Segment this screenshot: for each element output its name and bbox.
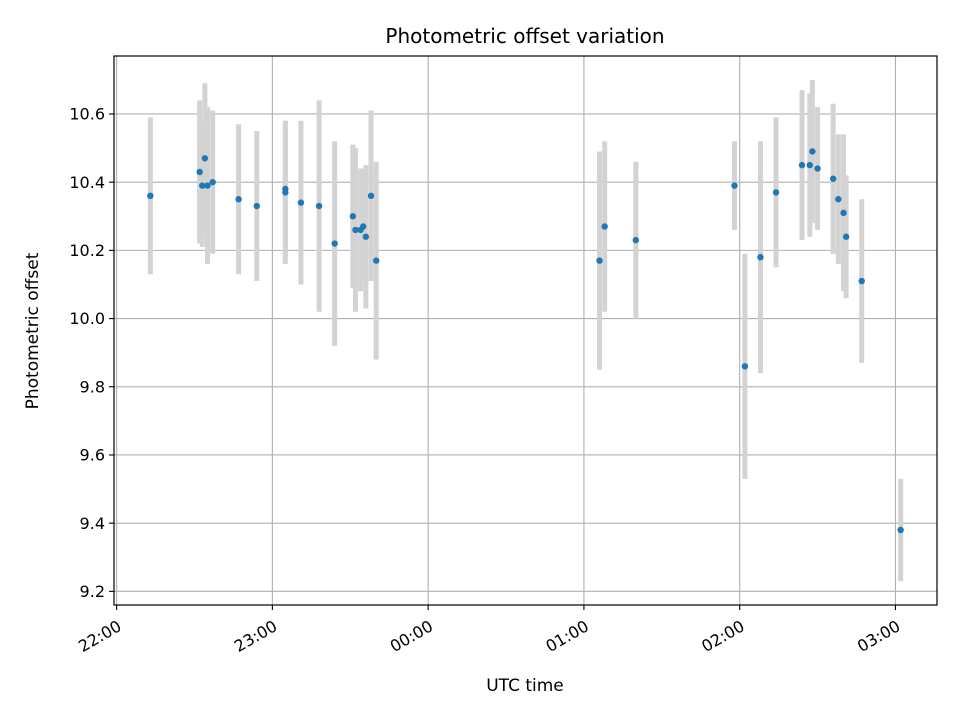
data-point xyxy=(858,277,865,285)
data-point xyxy=(196,168,203,176)
x-axis-title: UTC time xyxy=(486,676,564,696)
data-point xyxy=(632,236,640,244)
y-tick-label: 9.2 xyxy=(80,582,105,601)
grid xyxy=(114,56,937,605)
data-point xyxy=(373,257,380,264)
data-point xyxy=(809,148,816,155)
y-tick-label: 10.4 xyxy=(69,173,105,192)
data-point xyxy=(897,526,904,534)
data-point xyxy=(253,202,260,210)
data-point xyxy=(209,178,216,186)
data-point xyxy=(842,233,850,240)
y-tick-label: 10.6 xyxy=(69,105,105,124)
data-point xyxy=(367,192,375,200)
data-point xyxy=(235,196,242,203)
data-point xyxy=(204,182,211,189)
y-tick-label: 9.4 xyxy=(80,514,105,533)
data-point xyxy=(731,182,738,189)
y-tick-label: 10.2 xyxy=(69,241,105,260)
y-tick-label: 9.6 xyxy=(80,446,105,465)
chart-title: Photometric offset variation xyxy=(385,24,664,48)
y-axis-ticks: 9.2 9.4 9.6 9.8 10.0 10.2 10.4 10.6 xyxy=(69,105,114,601)
y-axis-title: Photometric offset xyxy=(23,252,43,409)
data-point xyxy=(315,202,323,210)
data-point xyxy=(835,196,842,203)
data-point xyxy=(757,253,764,261)
data-point xyxy=(362,233,370,240)
data-point xyxy=(349,213,357,220)
data-point xyxy=(352,226,359,234)
y-tick-label: 10.0 xyxy=(69,309,105,328)
data-point xyxy=(201,155,209,162)
y-tick-label: 9.8 xyxy=(80,377,105,396)
data-point xyxy=(829,175,837,182)
data-point xyxy=(741,363,749,370)
data-point xyxy=(147,192,154,200)
data-points xyxy=(147,148,904,534)
data-point xyxy=(601,223,608,230)
data-point xyxy=(282,185,289,193)
data-point xyxy=(772,189,780,196)
data-point xyxy=(199,182,206,189)
data-point xyxy=(331,240,338,247)
data-point xyxy=(297,199,305,206)
data-point xyxy=(840,209,847,217)
plot-frame xyxy=(113,55,938,606)
data-point xyxy=(360,223,367,230)
data-point xyxy=(596,257,603,264)
data-point xyxy=(814,165,821,172)
data-point xyxy=(806,161,813,169)
data-point xyxy=(798,161,806,169)
